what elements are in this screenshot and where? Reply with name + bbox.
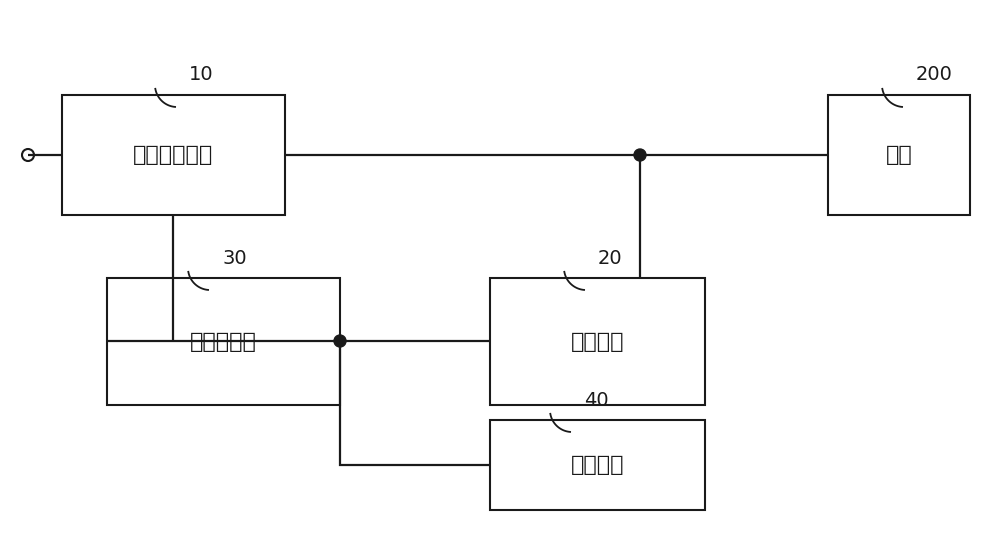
Bar: [107, 278, 340, 405]
Text: 控制电路: 控制电路: [571, 455, 624, 475]
Text: 30: 30: [222, 249, 247, 268]
Text: 分压电路: 分压电路: [571, 331, 624, 352]
Text: 40: 40: [584, 391, 609, 410]
Text: 加法器电路: 加法器电路: [190, 331, 257, 352]
Text: 开关电源模块: 开关电源模块: [133, 145, 214, 165]
Text: 10: 10: [189, 65, 214, 84]
Circle shape: [334, 335, 346, 347]
Circle shape: [634, 149, 646, 161]
Text: 负载: 负载: [886, 145, 912, 165]
Bar: [62, 95, 285, 215]
Text: 20: 20: [598, 249, 623, 268]
Bar: [490, 278, 705, 405]
Text: 200: 200: [916, 65, 953, 84]
Bar: [490, 420, 705, 510]
Bar: [828, 95, 970, 215]
